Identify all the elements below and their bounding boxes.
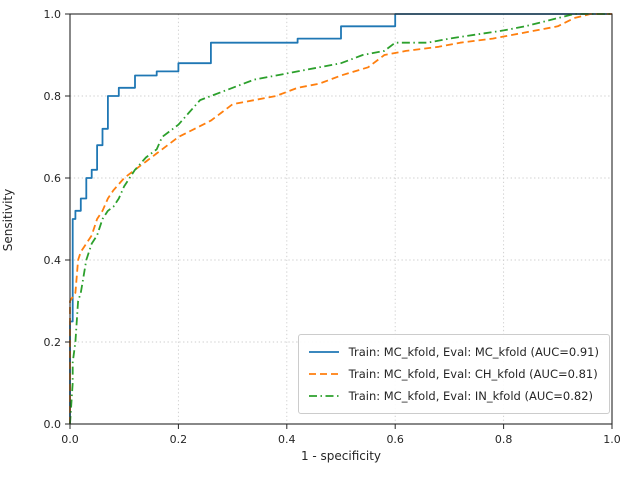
- y-tick-label: 0.4: [44, 254, 62, 267]
- legend-label-in: Train: MC_kfold, Eval: IN_kfold (AUC=0.8…: [348, 389, 594, 403]
- x-axis-label: 1 - specificity: [300, 449, 382, 463]
- roc-curve: [69, 13, 612, 424]
- y-tick-label: 0.0: [44, 418, 62, 431]
- legend-label-ch: Train: MC_kfold, Eval: CH_kfold (AUC=0.8…: [348, 367, 598, 381]
- legend-label-mc: Train: MC_kfold, Eval: MC_kfold (AUC=0.9…: [348, 345, 599, 359]
- legend-item: Train: MC_kfold, Eval: CH_kfold (AUC=0.8…: [307, 363, 599, 385]
- x-tick-label: 0.4: [278, 433, 296, 446]
- legend-line-sample-ch: [308, 373, 339, 375]
- plot-border: [69, 13, 613, 425]
- legend-item: Train: MC_kfold, Eval: IN_kfold (AUC=0.8…: [307, 385, 599, 407]
- legend: Train: MC_kfold, Eval: MC_kfold (AUC=0.9…: [297, 334, 610, 414]
- y-tick-label: 1.0: [44, 8, 62, 21]
- y-tick-label: 0.8: [44, 90, 62, 103]
- y-tick-label: 0.6: [44, 172, 62, 185]
- roc-curve: [69, 13, 612, 425]
- legend-line-sample-mc: [308, 351, 339, 353]
- x-tick-label: 0.8: [495, 433, 513, 446]
- x-tick-label: 0.6: [386, 433, 404, 446]
- x-tick-label: 0.2: [170, 433, 188, 446]
- y-tick-label: 0.2: [44, 336, 62, 349]
- x-tick-label: 1.0: [603, 433, 621, 446]
- y-axis-label: Sensitivity: [1, 188, 15, 252]
- legend-item: Train: MC_kfold, Eval: MC_kfold (AUC=0.9…: [307, 341, 599, 363]
- x-tick-label: 0.0: [61, 433, 79, 446]
- legend-line-sample-in: [308, 395, 339, 397]
